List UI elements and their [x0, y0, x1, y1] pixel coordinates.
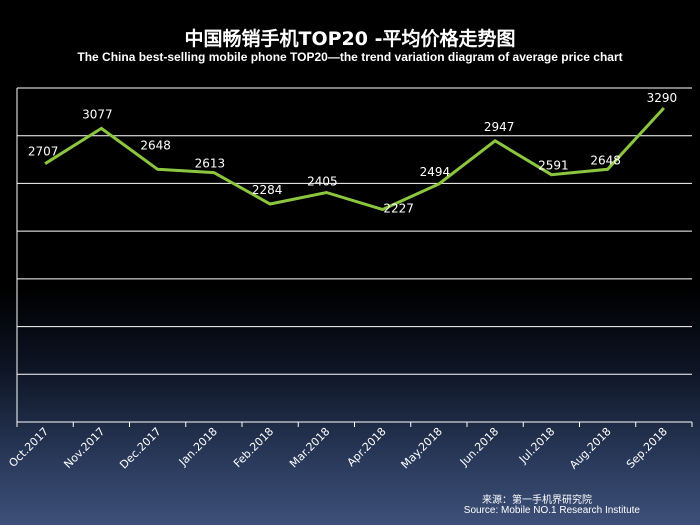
x-tick-label: Dec.2017 — [117, 425, 164, 472]
series-line — [44, 106, 666, 212]
data-label: 3290 — [647, 91, 678, 105]
data-label: 2648 — [590, 153, 621, 167]
data-label: 2947 — [484, 120, 515, 134]
data-label: 2591 — [538, 159, 569, 173]
x-tick-label: Feb.2018 — [231, 425, 276, 470]
data-label: 2405 — [307, 174, 338, 188]
chart-title: 中国畅销手机TOP20 -平均价格走势图 — [184, 28, 516, 50]
x-tick-label: Jun.2018 — [457, 425, 501, 469]
x-tick-label: Jul.2018 — [516, 425, 558, 467]
x-tick-label: Jan.2018 — [176, 425, 220, 469]
data-label: 2284 — [252, 183, 283, 197]
source-chinese: 来源：第一手机界研究院 — [482, 495, 592, 506]
data-label: 2648 — [140, 138, 171, 152]
x-tick-label: Apr.2018 — [345, 425, 389, 469]
x-tick-label: Nov.2017 — [61, 425, 107, 471]
x-tick-label: May.2018 — [399, 425, 445, 471]
data-label: 2227 — [383, 201, 414, 215]
source-english: Source: Mobile NO.1 Research Institute — [463, 505, 640, 516]
x-tick-label: Aug.2018 — [567, 425, 614, 472]
x-tick-label: Mar.2018 — [287, 425, 332, 470]
x-tick-label: Oct.2017 — [6, 425, 51, 470]
x-tick-label: Sep.2018 — [624, 425, 670, 471]
data-label: 2613 — [195, 157, 226, 171]
data-label: 2707 — [28, 145, 59, 159]
data-label: 3077 — [82, 107, 113, 121]
data-label: 2494 — [420, 165, 451, 179]
chart-subtitle: The China best-selling mobile phone TOP2… — [77, 50, 623, 64]
